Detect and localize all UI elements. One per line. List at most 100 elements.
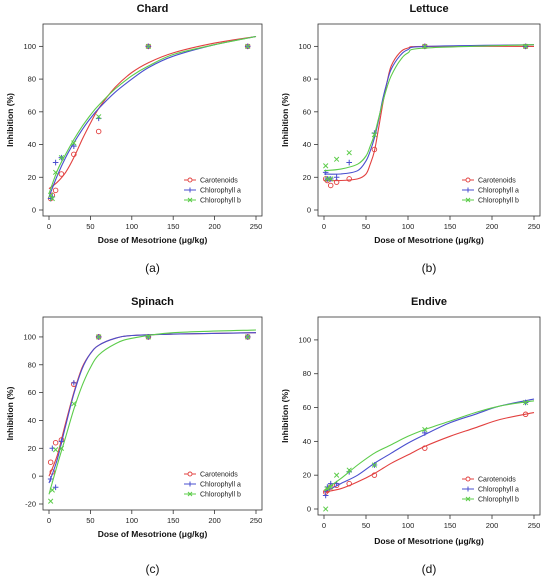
- plot-frame: [317, 316, 541, 516]
- data-point: [49, 487, 55, 493]
- x-tick-label: 250: [250, 516, 263, 525]
- y-tick-label: 0: [307, 206, 311, 215]
- panel-label: (c): [146, 562, 160, 576]
- legend-label: Carotenoids: [478, 477, 516, 484]
- x-tick-label: 250: [528, 521, 541, 530]
- legend-item: Carotenoids: [184, 178, 238, 185]
- x-tick-label: 200: [208, 222, 221, 231]
- fitted-curve: [323, 44, 535, 175]
- legend: Carotenoids Chlorophyll a Chlorophyll b: [184, 178, 241, 205]
- data-point: [47, 476, 54, 482]
- legend-item: Chlorophyll a: [462, 486, 519, 494]
- data-point: [371, 146, 378, 153]
- y-tick-label: 80: [303, 369, 311, 378]
- y-tick-label: 100: [298, 42, 311, 51]
- fitted-curve: [48, 332, 257, 477]
- legend-item: Carotenoids: [184, 472, 238, 479]
- x-tick-label: 50: [86, 516, 94, 525]
- panel-label: (d): [422, 562, 437, 576]
- data-point: [522, 411, 529, 418]
- data-point: [48, 192, 54, 198]
- legend-item: Chlorophyll b: [462, 497, 519, 504]
- legend-marker: [187, 471, 193, 477]
- legend: Carotenoids Chlorophyll a Chlorophyll b: [462, 178, 519, 205]
- chart-panel-spinach: Spinach 0 50 100 150 200 250 -20 0 20 40 60 80 100 Dos…: [5, 296, 263, 576]
- data-point: [346, 467, 352, 473]
- x-tick-label: 150: [444, 521, 457, 530]
- data-point: [522, 43, 529, 50]
- data-point: [422, 426, 428, 433]
- y-tick-label: 100: [298, 335, 311, 344]
- legend-marker: [465, 187, 471, 193]
- fitted-curve: [323, 412, 535, 493]
- x-tick-label: 200: [486, 521, 499, 530]
- legend-label: Chlorophyll b: [478, 497, 519, 504]
- y-tick-label: 40: [303, 140, 311, 149]
- x-tick-label: 150: [167, 516, 180, 525]
- fitted-curve: [48, 332, 257, 484]
- y-tick-label: 60: [28, 388, 36, 397]
- y-tick-label: 40: [303, 437, 311, 446]
- legend-label: Chlorophyll a: [478, 487, 519, 494]
- data-point: [346, 150, 352, 156]
- x-tick-label: 0: [322, 222, 326, 231]
- y-axis-label: Inhibition (%): [280, 93, 290, 147]
- legend: Carotenoids Chlorophyll a Chlorophyll b: [462, 477, 519, 504]
- chart-title: Spinach: [131, 296, 174, 308]
- legend-marker: [465, 496, 471, 502]
- x-axis-label: Dose of Mesotrione (μg/kg): [374, 235, 484, 245]
- data-point: [52, 169, 59, 176]
- data-point: [333, 156, 340, 162]
- legend: Carotenoids Chlorophyll a Chlorophyll b: [184, 472, 241, 499]
- y-tick-label: 60: [303, 107, 311, 116]
- legend-label: Chlorophyll a: [478, 188, 519, 195]
- y-tick-label: 20: [303, 471, 311, 480]
- y-tick-label: -20: [25, 500, 36, 509]
- series-chlorophyll-b: [323, 43, 535, 182]
- x-axis-label: Dose of Mesotrione (μg/kg): [98, 529, 208, 539]
- y-tick-label: 0: [32, 472, 36, 481]
- data-point: [346, 480, 352, 487]
- y-tick-label: 100: [23, 42, 36, 51]
- legend-label: Chlorophyll a: [200, 188, 241, 195]
- fitted-curve: [323, 400, 535, 491]
- legend-item: Chlorophyll a: [462, 187, 519, 195]
- legend-item: Chlorophyll b: [184, 492, 241, 499]
- x-axis-label: Dose of Mesotrione (μg/kg): [98, 235, 208, 245]
- fitted-curve: [323, 45, 535, 182]
- plot-frame: [317, 23, 541, 217]
- fitted-curve: [48, 35, 257, 194]
- data-point: [52, 484, 59, 491]
- y-tick-label: 0: [32, 206, 36, 215]
- data-point: [371, 462, 378, 468]
- x-tick-label: 100: [402, 222, 415, 231]
- legend-label: Chlorophyll b: [478, 198, 519, 205]
- data-point: [71, 151, 77, 158]
- chart-panel-chard: Chard 0 50 100 150 200 250 0 20 40 60 80 100 Dose of …: [5, 3, 263, 275]
- data-point: [323, 506, 329, 512]
- fitted-curve: [323, 398, 535, 493]
- x-tick-label: 150: [444, 222, 457, 231]
- chart-title: Chard: [137, 3, 169, 15]
- legend-item: Chlorophyll a: [184, 481, 241, 489]
- data-point: [145, 43, 152, 50]
- data-point: [346, 159, 352, 166]
- series-chlorophyll-b: [48, 329, 257, 504]
- x-tick-label: 250: [250, 222, 263, 231]
- y-tick-label: 0: [307, 505, 311, 514]
- legend-marker: [187, 197, 193, 203]
- x-tick-label: 200: [486, 222, 499, 231]
- x-tick-label: 100: [402, 521, 415, 530]
- data-point: [346, 176, 352, 182]
- x-tick-label: 50: [362, 222, 370, 231]
- data-point: [333, 174, 340, 181]
- series-chlorophyll-a: [322, 43, 535, 182]
- data-point: [328, 176, 334, 182]
- chart-title: Lettuce: [409, 3, 448, 15]
- data-point: [371, 132, 378, 138]
- y-tick-label: 40: [28, 416, 36, 425]
- x-tick-label: 150: [167, 222, 180, 231]
- data-point: [52, 447, 59, 453]
- data-point: [145, 334, 152, 340]
- series-chlorophyll-b: [48, 35, 257, 202]
